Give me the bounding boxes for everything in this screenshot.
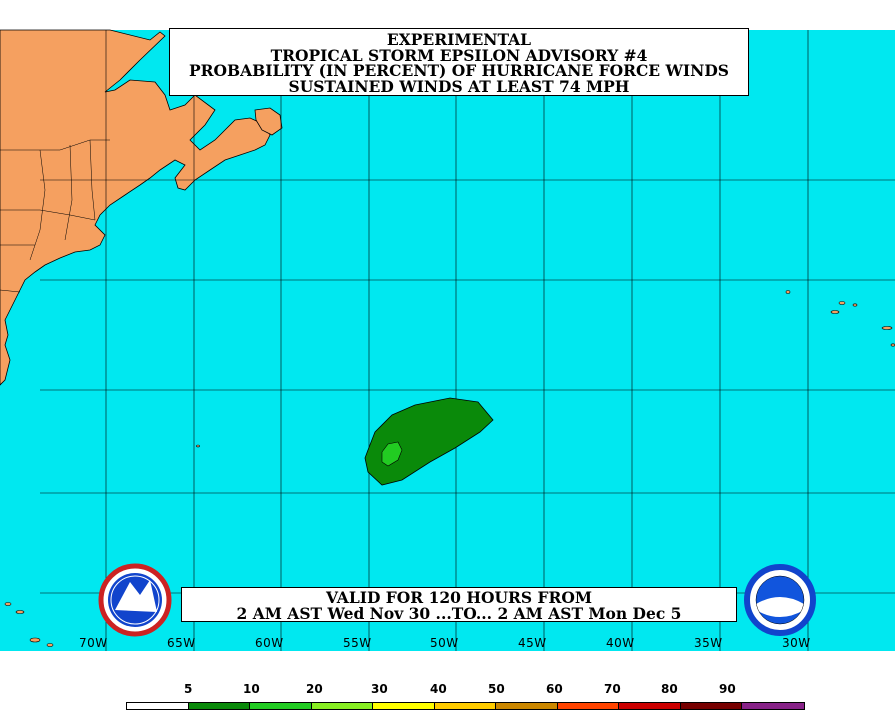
legend-swatch-4 (373, 703, 435, 709)
legend-label-30: 30 (371, 682, 388, 696)
legend-swatch-1 (188, 703, 250, 709)
island-newfoundland (254, 107, 283, 136)
legend-label-5: 5 (184, 682, 193, 696)
legend-label-40: 40 (430, 682, 447, 696)
lon-label-70w: 70W (79, 636, 108, 650)
islands (4, 290, 895, 647)
legend-color-bar (126, 702, 805, 710)
lon-label-35w: 35W (694, 636, 723, 650)
probability-contour-20 (381, 441, 403, 467)
legend-swatch-8 (619, 703, 681, 709)
lon-label-45w: 45W (518, 636, 547, 650)
noaa-logo (744, 564, 816, 636)
lon-label-50w: 50W (430, 636, 459, 650)
legend-label-70: 70 (604, 682, 621, 696)
valid-line-1: VALID FOR 120 HOURS FROM (325, 588, 593, 607)
lon-label-65w: 65W (167, 636, 196, 650)
probability-contour-10 (364, 397, 494, 486)
legend-swatch-3 (311, 703, 373, 709)
valid-period-box: VALID FOR 120 HOURS FROM 2 AM AST Wed No… (181, 587, 737, 622)
legend-swatch-2 (250, 703, 312, 709)
map (0, 29, 895, 651)
legend-label-60: 60 (546, 682, 563, 696)
title-line-1: EXPERIMENTAL (386, 30, 532, 49)
legend-swatch-7 (557, 703, 619, 709)
legend-label-90: 90 (719, 682, 736, 696)
lon-label-40w: 40W (606, 636, 635, 650)
legend-swatch-9 (680, 703, 742, 709)
legend-label-80: 80 (661, 682, 678, 696)
legend-label-10: 10 (243, 682, 260, 696)
map-title-box: EXPERIMENTAL TROPICAL STORM EPSILON ADVI… (169, 28, 749, 96)
title-line-4: SUSTAINED WINDS AT LEAST 74 MPH (288, 76, 630, 96)
title-line-2: TROPICAL STORM EPSILON ADVISORY #4 (270, 45, 648, 65)
legend-label-50: 50 (488, 682, 505, 696)
lon-label-30w: 30W (782, 636, 811, 650)
lon-label-60w: 60W (255, 636, 284, 650)
nws-logo (98, 563, 172, 637)
title-line-3: PROBABILITY (IN PERCENT) OF HURRICANE FO… (189, 61, 729, 80)
valid-line-2: 2 AM AST Wed Nov 30 ...TO... 2 AM AST Mo… (236, 603, 682, 623)
legend-label-20: 20 (306, 682, 323, 696)
legend-swatch-0 (127, 703, 189, 709)
borders (0, 139, 110, 293)
lon-label-55w: 55W (343, 636, 372, 650)
legend-swatch-5 (434, 703, 496, 709)
legend-swatch-6 (496, 703, 558, 709)
legend-swatch-10 (742, 703, 804, 709)
